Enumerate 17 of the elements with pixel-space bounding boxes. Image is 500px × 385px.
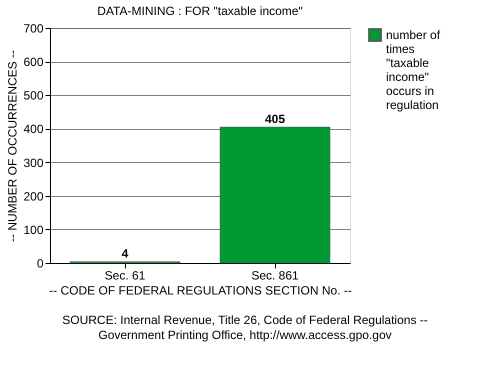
y-axis-title: -- NUMBER OF OCCURRENCES -- (5, 50, 20, 242)
y-tick-label: 300 (23, 156, 44, 170)
x-tick-label: Sec. 61 (104, 268, 146, 282)
source-note: SOURCE: Internal Revenue, Title 26, Code of Federal Regulations -- Government Printing Office, http://www.access.gpo.gov (62, 313, 428, 342)
y-tick-label: 700 (23, 22, 44, 36)
y-tick-label: 0 (36, 256, 44, 270)
data-label: 4 (122, 246, 129, 261)
y-tick-label: 200 (23, 189, 44, 204)
y-tick-label: 500 (23, 88, 44, 103)
y-tick-label: 400 (23, 122, 44, 136)
x-axis-title: -- CODE OF FEDERAL REGULATIONS SECTION No. -- (49, 284, 352, 298)
data-label: 405 (264, 112, 286, 126)
chart-title: DATA-MINING : FOR "taxable income" (97, 4, 303, 18)
legend-label: number of times "taxable income" occurs in regulation (386, 28, 441, 112)
y-tick-label: 100 (23, 222, 44, 237)
x-tick-label: Sec. 861 (251, 268, 300, 282)
y-tick-label: 600 (23, 55, 44, 70)
